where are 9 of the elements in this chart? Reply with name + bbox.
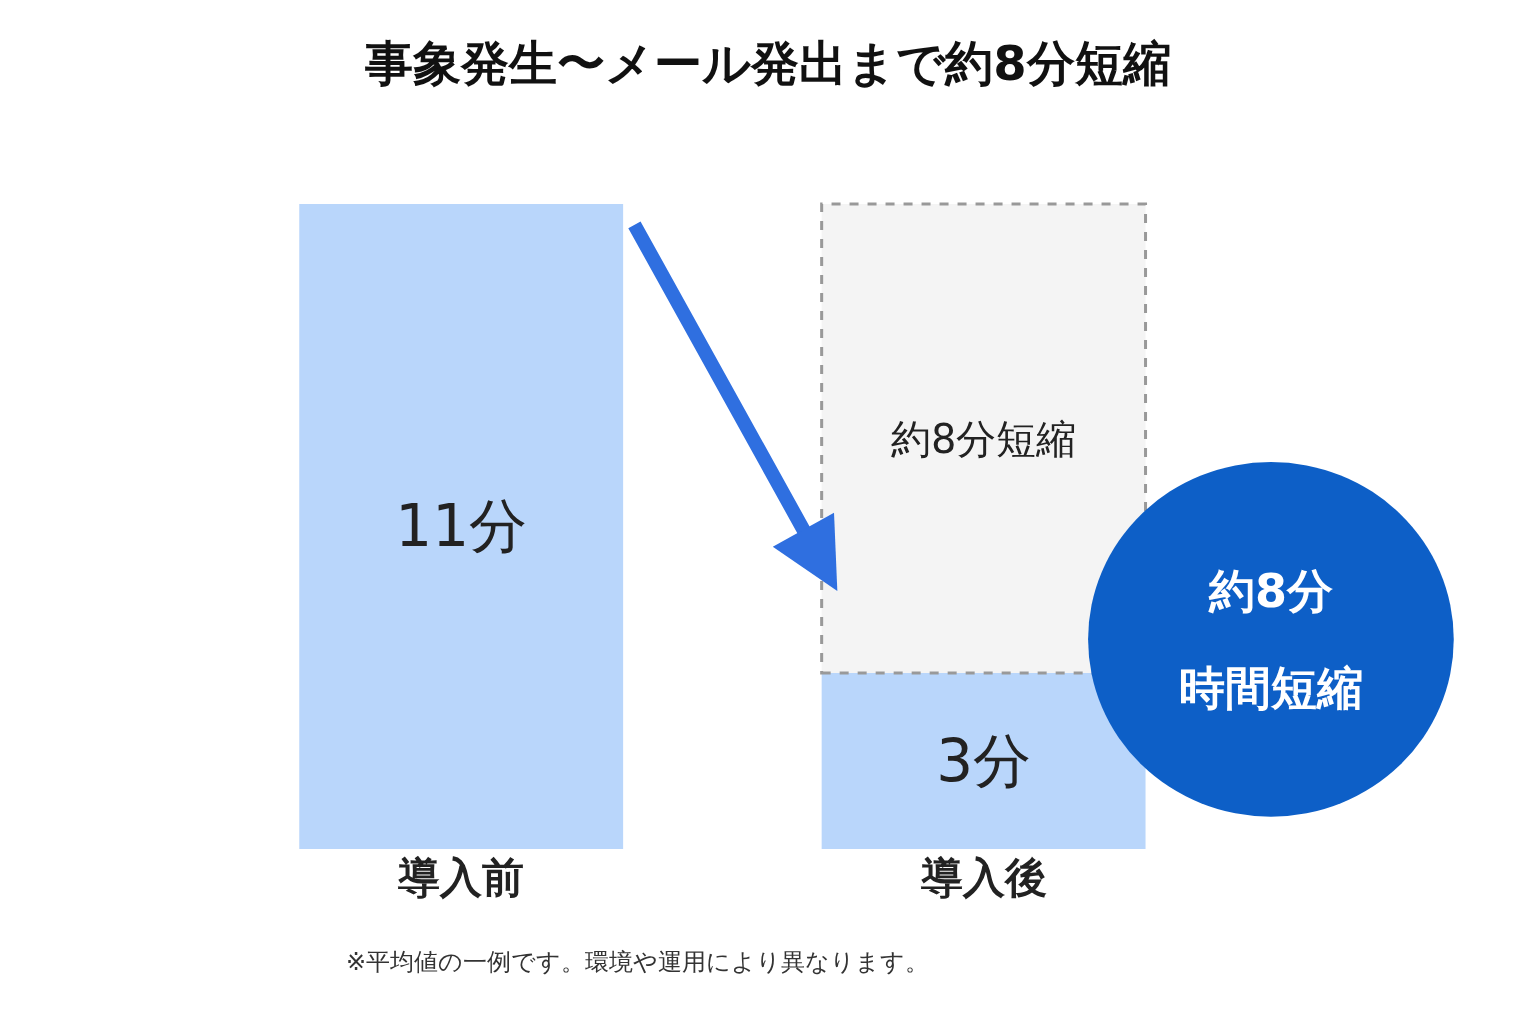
chart-title: 事象発生〜メール発出まで約8分短縮 xyxy=(364,34,1171,91)
x-tick-label: 導入前 xyxy=(397,853,525,902)
text: ※平均値の一例です。環境や運用により異なります。 xyxy=(346,948,930,976)
annotation: 時間短縮 xyxy=(1179,661,1363,715)
data-label: 約8分短縮 xyxy=(890,415,1077,462)
annotation: 約8分 xyxy=(1208,564,1334,618)
data-label: 3分 xyxy=(936,727,1032,796)
data-label: 11分 xyxy=(395,492,528,561)
x-tick-label: 導入後 xyxy=(919,853,1047,902)
